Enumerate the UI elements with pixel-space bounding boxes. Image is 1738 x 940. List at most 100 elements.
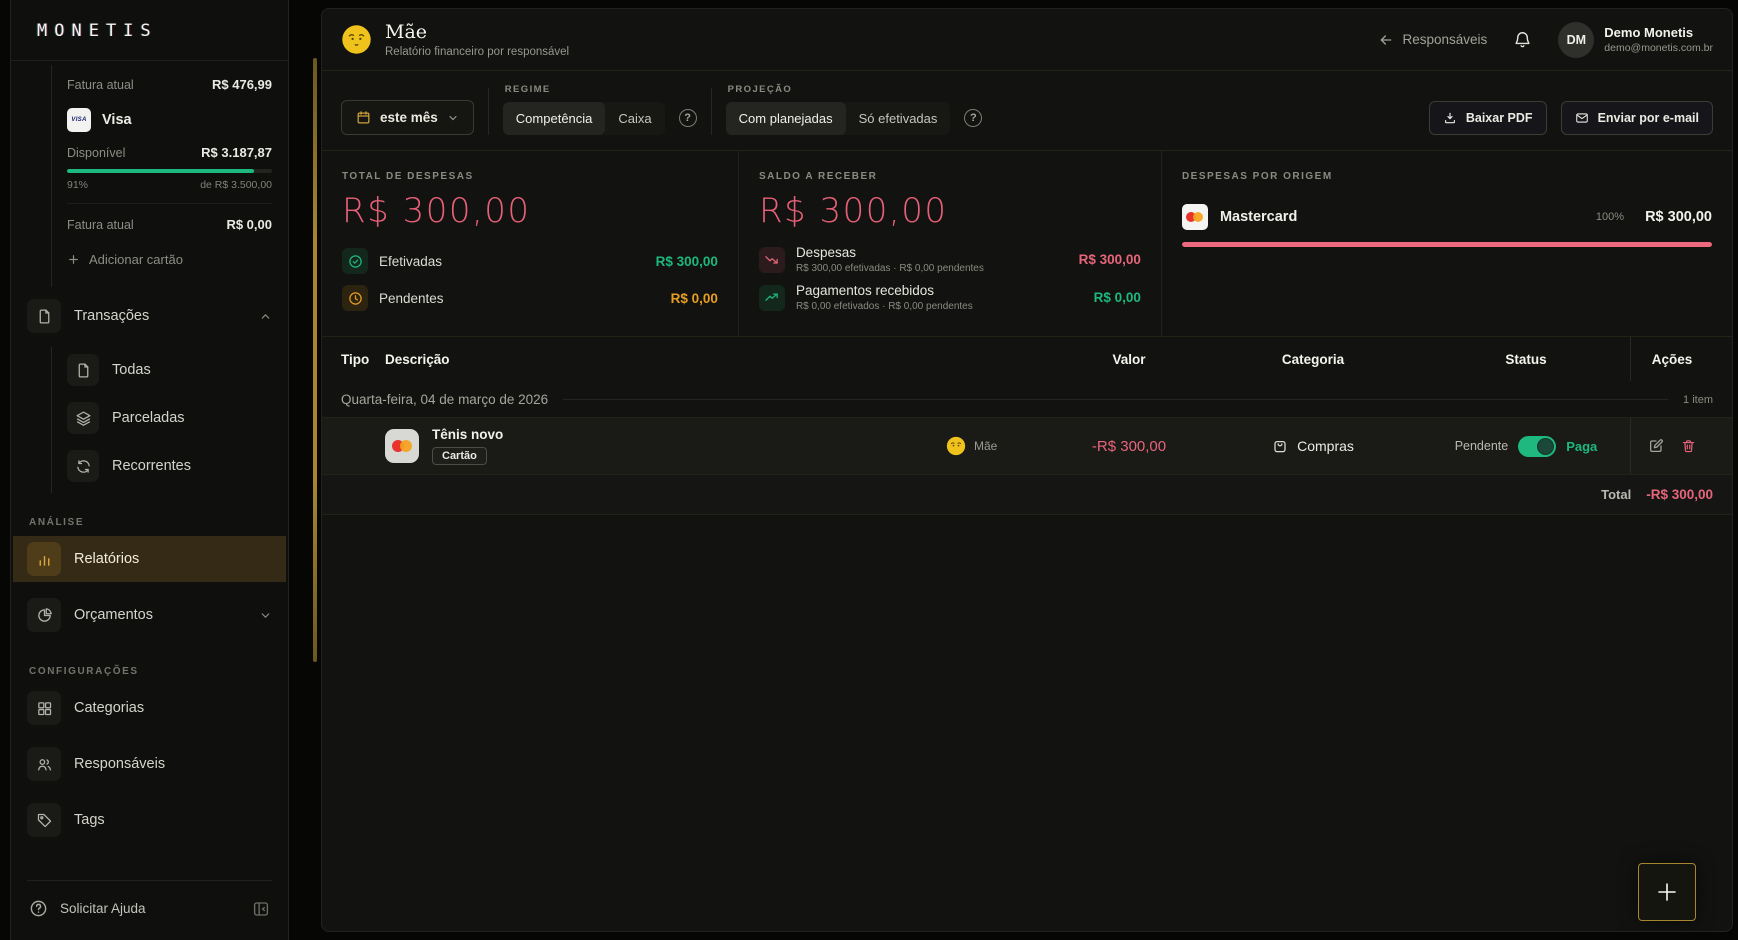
sidebar-item-parceladas[interactable]: Parceladas — [11, 395, 288, 441]
projecao-option-planejadas[interactable]: Com planejadas — [725, 102, 846, 135]
cards-section: Fatura atual R$ 476,99 VISA Visa Disponí… — [11, 61, 288, 287]
filter-bar: este mês REGIME Competência Caixa ? PROJ… — [322, 71, 1732, 151]
back-to-responsaveis-link[interactable]: Responsáveis — [1378, 32, 1487, 48]
help-link[interactable]: Solicitar Ajuda — [60, 901, 146, 916]
card-label: TOTAL DE DESPESAS — [342, 171, 474, 182]
category-name: Compras — [1297, 438, 1354, 454]
limit-percent: 91% — [67, 179, 89, 191]
column-acoes: Ações — [1651, 352, 1693, 367]
invoice-value: R$ 0,00 — [226, 217, 272, 232]
saldo-receber-value: R$ 300,00 — [758, 191, 948, 231]
sidebar-item-transacoes[interactable]: Transações — [13, 293, 286, 339]
sidebar-item-todas[interactable]: Todas — [11, 347, 288, 393]
grid-icon — [27, 691, 61, 725]
saldo-despesas-title: Despesas — [795, 245, 856, 260]
chevron-up-icon — [259, 310, 272, 323]
cards-guide-line — [51, 65, 52, 287]
table-row[interactable]: Tênis novo Cartão Mãe -R$ 300,00 Compras — [322, 417, 1732, 474]
scrollbar-thumb[interactable] — [313, 58, 317, 662]
sidebar-item-label: Todas — [112, 362, 151, 378]
projecao-group: PROJEÇÃO Com planejadas Só efetivadas — [725, 84, 951, 135]
calendar-icon — [357, 111, 370, 124]
plus-icon — [69, 255, 78, 264]
send-email-button[interactable]: Enviar por e-mail — [1560, 101, 1713, 135]
main-header: Mãe Relatório financeiro por responsável… — [322, 9, 1732, 71]
send-email-label: Enviar por e-mail — [1597, 111, 1699, 125]
notifications-bell-icon[interactable] — [1513, 30, 1532, 49]
document-icon — [27, 299, 61, 333]
period-select[interactable]: este mês — [341, 100, 474, 135]
origem-percent: 100% — [1595, 211, 1625, 223]
subnav-guide-line — [51, 347, 52, 493]
total-despesas-value: R$ 300,00 — [342, 191, 531, 231]
main-panel: Mãe Relatório financeiro por responsável… — [321, 8, 1733, 932]
add-transaction-fab[interactable] — [1638, 863, 1696, 921]
divider — [563, 399, 1669, 400]
divider — [67, 203, 272, 204]
download-icon — [1444, 112, 1455, 124]
delete-icon[interactable] — [1681, 438, 1696, 454]
despesas-origem-card: DESPESAS POR ORIGEM Mastercard 100% R$ 3… — [1160, 151, 1732, 336]
total-label: Total — [1601, 487, 1632, 502]
column-descricao: Descrição — [385, 352, 450, 367]
prev-card-invoice-row: Fatura atual R$ 476,99 — [11, 65, 288, 102]
sidebar-item-label: Tags — [74, 812, 105, 828]
efetivadas-value: R$ 300,00 — [655, 253, 718, 269]
sidebar-item-responsaveis[interactable]: Responsáveis — [13, 741, 286, 787]
efetivadas-row: Efetivadas R$ 300,00 — [342, 248, 718, 274]
column-status: Status — [1505, 352, 1547, 367]
tag-icon — [27, 803, 61, 837]
sidebar-item-label: Parceladas — [112, 410, 185, 426]
regime-segmented: Competência Caixa — [502, 102, 665, 135]
projecao-help-icon[interactable]: ? — [964, 109, 983, 127]
paid-toggle[interactable] — [1518, 435, 1557, 457]
sidebar-item-orcamentos[interactable]: Orçamentos — [13, 592, 286, 638]
sidebar-item-label: Categorias — [74, 700, 145, 716]
efetivadas-label: Efetivadas — [379, 253, 443, 269]
regime-option-caixa[interactable]: Caixa — [618, 111, 652, 126]
column-categoria: Categoria — [1281, 352, 1345, 367]
envelope-icon — [1575, 113, 1588, 123]
edit-icon[interactable] — [1648, 438, 1664, 454]
regime-option-competencia[interactable]: Competência — [502, 102, 606, 135]
user-email: demo@monetis.com.br — [1604, 42, 1713, 54]
users-icon — [27, 747, 61, 781]
sidebar-item-relatorios[interactable]: Relatórios — [13, 536, 286, 582]
collapse-sidebar-icon[interactable] — [252, 900, 270, 918]
section-label-analise: ANÁLISE — [29, 517, 85, 528]
column-valor: Valor — [1112, 352, 1146, 367]
visa-card-block[interactable]: VISA Visa Disponível R$ 3.187,87 91% de … — [67, 108, 272, 232]
origem-value: R$ 300,00 — [1645, 209, 1712, 225]
download-pdf-button[interactable]: Baixar PDF — [1428, 101, 1547, 135]
sidebar-item-label: Transações — [74, 308, 150, 324]
origem-bar-fill — [1181, 242, 1712, 247]
regime-help-icon[interactable]: ? — [678, 109, 697, 127]
available-label: Disponível — [67, 145, 126, 160]
add-card-button[interactable]: Adicionar cartão — [67, 252, 288, 267]
check-circle-icon — [342, 248, 368, 274]
saldo-despesas-row: Despesas R$ 300,00 efetivadas · R$ 0,00 … — [758, 245, 1141, 274]
sidebar-item-recorrentes[interactable]: Recorrentes — [11, 443, 288, 489]
limit-progress-fill — [67, 169, 254, 173]
page-title: Mãe — [385, 21, 428, 43]
user-avatar: DM — [1558, 21, 1595, 58]
projecao-option-efetivadas[interactable]: Só efetivadas — [858, 111, 938, 126]
visa-icon: VISA — [67, 108, 91, 132]
pagamentos-value: R$ 0,00 — [1093, 290, 1141, 305]
divider — [710, 88, 712, 135]
sidebar-item-tags[interactable]: Tags — [13, 797, 286, 843]
sidebar-item-label: Orçamentos — [74, 607, 153, 623]
column-tipo: Tipo — [341, 352, 370, 367]
status-pendente-label: Pendente — [1454, 439, 1509, 453]
total-despesas-card: TOTAL DE DESPESAS R$ 300,00 Efetivadas R… — [322, 151, 738, 336]
chevron-down-icon — [449, 115, 457, 120]
trending-down-icon — [758, 246, 785, 273]
user-menu[interactable]: DM Demo Monetis demo@monetis.com.br — [1558, 21, 1713, 58]
mastercard-icon — [385, 429, 419, 463]
saldo-despesas-sub: R$ 300,00 efetivadas · R$ 0,00 pendentes — [795, 263, 984, 274]
projecao-segmented: Com planejadas Só efetivadas — [725, 102, 951, 135]
actions-cell — [1631, 438, 1713, 454]
limit-total: de R$ 3.500,00 — [200, 179, 272, 191]
sidebar-item-categorias[interactable]: Categorias — [13, 685, 286, 731]
